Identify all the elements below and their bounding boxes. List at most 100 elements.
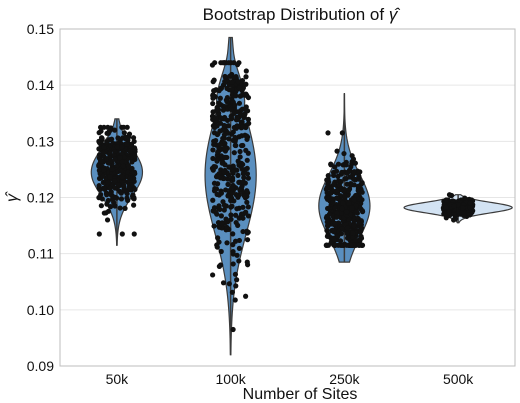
data-point	[221, 132, 228, 138]
data-point	[245, 204, 251, 210]
data-point	[112, 203, 118, 209]
data-point	[211, 77, 217, 83]
data-point	[218, 190, 225, 196]
data-point	[230, 169, 236, 175]
data-point	[127, 175, 133, 181]
data-point	[339, 169, 345, 175]
data-point	[222, 145, 228, 151]
data-point	[99, 158, 105, 164]
data-point	[121, 182, 127, 188]
data-point	[234, 277, 240, 283]
data-point	[237, 108, 244, 114]
data-point	[117, 155, 123, 161]
y-tick-label: 0.09	[27, 358, 54, 374]
data-point	[244, 188, 250, 194]
data-point	[446, 192, 453, 198]
data-point	[226, 136, 232, 142]
data-point	[334, 195, 340, 201]
data-point	[341, 150, 347, 157]
data-point	[346, 216, 352, 222]
data-point	[344, 242, 350, 248]
data-point	[339, 130, 345, 136]
data-point	[229, 289, 235, 295]
data-point	[338, 231, 344, 237]
data-point	[230, 163, 236, 169]
data-point	[115, 135, 121, 141]
data-point	[228, 216, 234, 222]
data-point	[230, 261, 236, 267]
data-point	[244, 228, 250, 234]
data-point	[220, 60, 226, 66]
data-point	[231, 110, 237, 116]
data-point	[240, 124, 246, 130]
data-point	[323, 242, 330, 248]
data-point	[331, 229, 337, 235]
data-point	[127, 148, 133, 154]
data-point	[330, 200, 336, 206]
data-point	[123, 134, 129, 140]
data-point	[211, 88, 217, 94]
data-point	[226, 60, 232, 66]
points-100k	[209, 60, 252, 333]
data-point	[237, 93, 243, 99]
data-point	[233, 212, 239, 218]
data-point	[98, 203, 104, 209]
data-point	[222, 73, 228, 80]
data-point	[115, 182, 121, 188]
data-point	[215, 156, 221, 162]
data-point	[108, 204, 114, 210]
data-point	[210, 109, 216, 115]
data-point	[246, 120, 252, 126]
y-tick-label: 0.10	[27, 302, 54, 318]
data-point	[220, 107, 227, 113]
data-point	[211, 205, 218, 211]
data-point	[240, 228, 246, 235]
data-point	[101, 144, 107, 151]
data-point	[353, 209, 360, 215]
data-point	[96, 163, 102, 169]
data-point	[236, 160, 242, 167]
data-point	[209, 62, 216, 68]
y-tick-label: 0.15	[27, 21, 54, 37]
data-point	[217, 206, 223, 213]
data-point	[324, 184, 330, 191]
data-point	[456, 209, 462, 215]
data-point	[243, 133, 250, 139]
data-point	[451, 203, 457, 209]
data-point	[228, 212, 234, 218]
data-point	[119, 159, 125, 165]
data-point	[240, 179, 246, 185]
data-point	[324, 213, 330, 220]
data-point	[235, 192, 241, 198]
x-tick-labels: 50k 100k 250k 500k	[106, 371, 475, 387]
data-point	[241, 175, 247, 181]
data-point	[344, 230, 350, 237]
data-point	[210, 147, 216, 153]
data-point	[338, 178, 344, 185]
data-point	[230, 175, 236, 181]
x-tick-label: 100k	[215, 371, 246, 387]
data-point	[446, 209, 452, 216]
data-point	[349, 153, 355, 159]
data-point	[212, 124, 218, 130]
data-point	[331, 181, 337, 188]
data-point	[229, 203, 235, 209]
data-point	[216, 239, 222, 245]
data-point	[240, 204, 246, 210]
data-point	[235, 78, 241, 85]
data-point	[233, 219, 239, 226]
data-point	[114, 144, 120, 150]
data-point	[118, 196, 125, 202]
data-point	[460, 205, 466, 211]
data-point	[236, 100, 243, 106]
data-point	[226, 164, 232, 170]
data-point	[359, 208, 365, 214]
data-point	[349, 234, 356, 241]
data-point	[217, 141, 224, 147]
data-point	[356, 176, 362, 182]
data-point	[237, 148, 243, 155]
data-point	[232, 134, 238, 141]
data-point	[130, 135, 137, 141]
data-point	[219, 160, 225, 166]
